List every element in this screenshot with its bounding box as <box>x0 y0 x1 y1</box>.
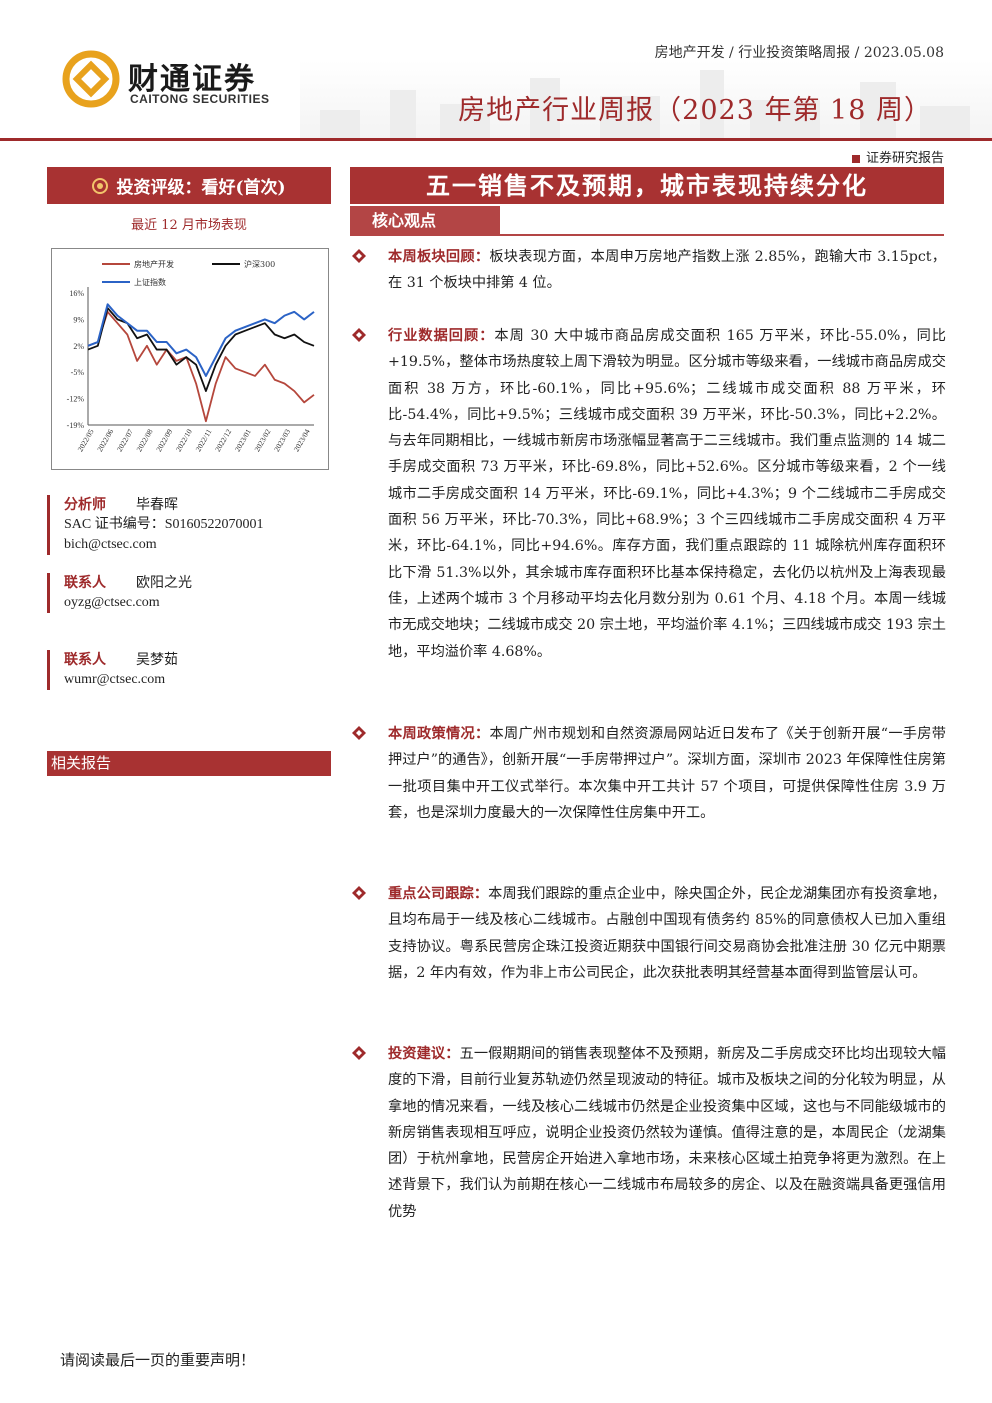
market-performance-chart: 16% 9% 2% -5% -12% -19% 2022/05 2022/06 2022/07 2… <box>51 248 329 470</box>
chart-series-line-2 <box>87 303 315 377</box>
bullet-text: 本周 30 大中城市商品房成交面积 165 万平米，环比-55.0%，同比+19… <box>388 328 946 660</box>
contact-role: 分析师 <box>64 497 106 513</box>
doc-type-text: 证券研究报告 <box>865 151 944 166</box>
bullet-company-tracking: 重点公司跟踪：本周我们跟踪的重点企业中，除央国企外，民企龙湖集团亦有投资拿地，且… <box>352 881 946 986</box>
chart-x-tick-label: 2022/10 <box>174 427 194 453</box>
rating-text: 投资评级：看好(首次) <box>116 178 286 198</box>
bullet-label: 行业数据回顾： <box>388 328 495 344</box>
contact-cert: SAC 证书编号：S0160522070001 <box>64 517 264 532</box>
contact-email[interactable]: bich@ctsec.com <box>64 537 157 552</box>
brand-name-cn: 财通证券 <box>128 62 256 97</box>
bullet-investment-advice: 投资建议：五一假期期间的销售表现整体不及预期，新房及二手房成交环比均出现较大幅度… <box>352 1041 946 1225</box>
caitong-logo-icon <box>62 50 120 108</box>
bullet-text: 板块表现方面，本周申万房地产指数上涨 2.85%，跑输大市 3.15pct，在 … <box>388 249 946 292</box>
bullet-text: 本周我们跟踪的重点企业中，除央国企外，民企龙湖集团亦有投资拿地，且均布局于一线及… <box>388 886 946 981</box>
contact-analyst: 分析师 毕春晖 SAC 证书编号：S0160522070001 bich@ctse… <box>47 495 264 555</box>
chart-y-tick-label: -12% <box>67 395 85 404</box>
chart-y-tick-label: 2% <box>73 342 84 351</box>
core-view-tab: 核心观点 <box>350 206 500 236</box>
report-meta: 房地产开发 / 行业投资策略周报 / 2023.05.08 <box>654 45 944 61</box>
chart-x-tick-label: 2022/12 <box>213 427 233 453</box>
bullet-text: 五一假期期间的销售表现整体不及预期，新房及二手房成交环比均出现较大幅度的下滑，目… <box>388 1046 946 1220</box>
chart-x-tick-label: 2023/03 <box>272 427 292 453</box>
chart-legend-label: 上证指数 <box>134 277 166 287</box>
contact-role: 联系人 <box>64 652 106 668</box>
header-skyline-decoration <box>300 60 992 140</box>
chart-x-tick-label: 2022/07 <box>115 427 135 453</box>
contact-name: 毕春晖 <box>136 497 178 513</box>
chart-x-tick-label: 2023/01 <box>233 427 253 453</box>
bullet-sector-review: 本周板块回顾：板块表现方面，本周申万房地产指数上涨 2.85%，跑输大市 3.1… <box>352 244 946 297</box>
diamond-bullet-icon <box>352 726 366 740</box>
diamond-bullet-icon <box>352 1046 366 1060</box>
bullet-label: 本周政策情况： <box>388 726 490 742</box>
chart-y-tick-label: -5% <box>71 368 85 377</box>
core-view-divider <box>350 234 944 236</box>
bullet-text: 本周广州市规划和自然资源局网站近日发布了《关于创新开展“一手房带押过户”的通告》… <box>388 726 946 821</box>
diamond-bullet-icon <box>352 249 366 263</box>
main-title: 五一销售不及预期，城市表现持续分化 <box>350 167 944 204</box>
chart-x-tick-label: 2023/02 <box>252 427 272 453</box>
diamond-bullet-icon <box>352 886 366 900</box>
contact-liaison-2: 联系人 吴梦茹 wumr@ctsec.com <box>47 650 178 690</box>
contact-liaison-1: 联系人 欧阳之光 oyzg@ctsec.com <box>47 573 192 613</box>
chart-y-tick-label: 9% <box>73 315 84 324</box>
contact-email[interactable]: wumr@ctsec.com <box>64 672 166 687</box>
chart-legend-label: 房地产开发 <box>134 259 174 269</box>
contact-email[interactable]: oyzg@ctsec.com <box>64 595 160 610</box>
doc-type-label: 证券研究报告 <box>851 147 944 166</box>
rating-medal-icon <box>92 177 109 194</box>
square-bullet-icon <box>851 154 860 163</box>
chart-svg: 16%9%2%-5%-12%-19%2022/05 2022/06 2022/07 2… <box>67 259 315 453</box>
footer-disclaimer: 请阅读最后一页的重要声明！ <box>60 1351 256 1369</box>
contact-role: 联系人 <box>64 575 106 591</box>
chart-x-tick-label: 2022/09 <box>154 427 174 453</box>
diamond-bullet-icon <box>352 328 366 342</box>
chart-x-tick-label: 2022/06 <box>95 427 115 453</box>
contact-name: 吴梦茹 <box>136 652 178 668</box>
header-divider <box>0 138 992 141</box>
chart-legend-label: 沪深300 <box>244 259 275 269</box>
chart-y-tick-label: -19% <box>67 421 85 430</box>
chart-series-line-0 <box>87 310 315 423</box>
report-title: 房地产行业周报（2023 年第 18 周） <box>458 95 932 126</box>
investment-rating-banner: 投资评级：看好(首次) <box>47 167 331 204</box>
related-reports-header: 相关报告 <box>47 751 331 776</box>
chart-caption: 最近 12 月市场表现 <box>131 218 247 233</box>
chart-x-tick-label: 2022/08 <box>134 427 154 453</box>
bullet-label: 重点公司跟踪： <box>388 886 489 902</box>
bullet-label: 投资建议： <box>388 1046 460 1062</box>
chart-y-tick-label: 16% <box>69 289 84 298</box>
chart-series-line-1 <box>87 307 315 392</box>
bullet-policy: 本周政策情况：本周广州市规划和自然资源局网站近日发布了《关于创新开展“一手房带押… <box>352 721 946 826</box>
contact-name: 欧阳之光 <box>136 575 192 591</box>
chart-x-tick-label: 2022/05 <box>76 427 96 453</box>
bullet-label: 本周板块回顾： <box>388 249 490 265</box>
bullet-industry-data: 行业数据回顾：本周 30 大中城市商品房成交面积 165 万平米，环比-55.0… <box>352 323 946 665</box>
chart-x-tick-label: 2023/04 <box>292 427 312 453</box>
chart-x-tick-label: 2022/11 <box>194 427 214 453</box>
brand-name-en: CAITONG SECURITIES <box>130 92 270 106</box>
